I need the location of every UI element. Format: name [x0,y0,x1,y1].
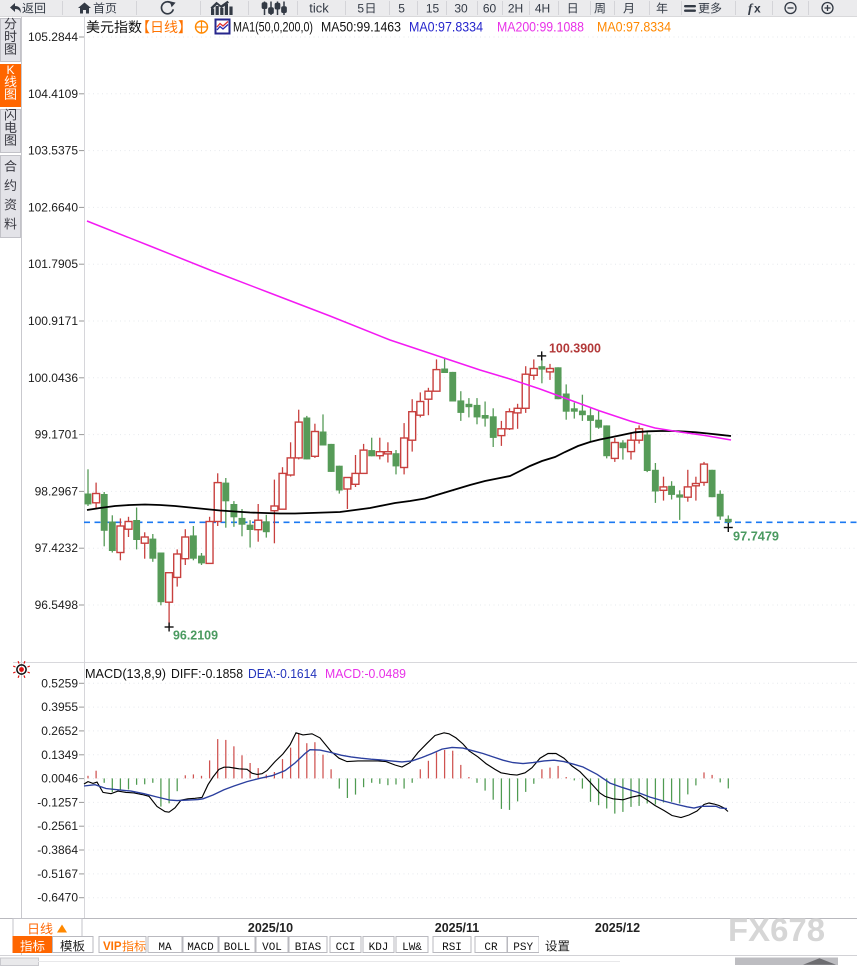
svg-text:4H: 4H [535,2,550,16]
svg-text:FX678: FX678 [728,912,825,948]
svg-text:x: x [754,2,761,16]
svg-text:101.7905: 101.7905 [28,257,78,271]
svg-text:VIP: VIP [103,941,122,953]
svg-text:BIAS: BIAS [295,942,322,954]
svg-text:MA0:97.8334: MA0:97.8334 [597,20,671,35]
svg-text:2H: 2H [508,2,523,16]
svg-text:99.1701: 99.1701 [35,428,79,442]
svg-text:MA1(50,0,200,0): MA1(50,0,200,0) [233,20,313,35]
svg-text:-0.1257: -0.1257 [37,795,78,809]
svg-text:60: 60 [483,2,497,16]
svg-text:0.5259: 0.5259 [41,676,78,690]
svg-text:KDJ: KDJ [369,942,389,954]
svg-text:96.5498: 96.5498 [35,598,79,612]
svg-text:15: 15 [426,2,440,16]
svg-text:-0.2561: -0.2561 [37,819,78,833]
svg-text:97.4232: 97.4232 [35,541,79,555]
svg-text:CR: CR [484,942,498,954]
svg-text:0.2652: 0.2652 [41,724,78,738]
svg-text:MA50:99.1463: MA50:99.1463 [321,20,401,35]
svg-text:BOLL: BOLL [224,942,250,954]
svg-text:DEA:-0.1614: DEA:-0.1614 [248,666,317,681]
svg-text:102.6640: 102.6640 [28,200,78,214]
svg-text:MACD(13,8,9): MACD(13,8,9) [85,666,166,681]
svg-text:96.2109: 96.2109 [173,629,218,643]
svg-text:2025/11: 2025/11 [435,921,480,935]
svg-text:CCI: CCI [336,942,356,954]
svg-text:-0.5167: -0.5167 [37,867,78,881]
svg-text:97.7479: 97.7479 [733,530,779,544]
svg-text:DIFF:-0.1858: DIFF:-0.1858 [171,666,243,681]
svg-text:PSY: PSY [513,942,533,954]
svg-text:VOL: VOL [262,942,282,954]
svg-text:5: 5 [357,2,364,16]
svg-text:100.3900: 100.3900 [549,342,601,356]
svg-text:98.2967: 98.2967 [35,484,79,498]
svg-text:MACD: MACD [187,942,214,954]
svg-text:-0.6470: -0.6470 [37,891,78,905]
svg-text:0.1349: 0.1349 [41,748,78,762]
svg-text:RSI: RSI [442,942,462,954]
svg-text:MA: MA [158,942,172,954]
svg-text:105.2844: 105.2844 [28,30,78,44]
svg-text:2025/12: 2025/12 [595,921,640,935]
svg-text:5: 5 [398,2,405,16]
svg-text:-0.3864: -0.3864 [37,843,78,857]
svg-text:f: f [748,1,754,16]
svg-text:30: 30 [454,2,468,16]
svg-text:103.5375: 103.5375 [28,144,78,158]
svg-text:LW&: LW& [402,942,422,954]
svg-text:100.0436: 100.0436 [28,371,78,385]
svg-text:MA200:99.1088: MA200:99.1088 [497,20,584,35]
svg-text:0.0046: 0.0046 [41,772,78,786]
svg-text:MACD:-0.0489: MACD:-0.0489 [325,666,406,681]
svg-text:0.3955: 0.3955 [41,700,78,714]
svg-text:2025/10: 2025/10 [248,921,293,935]
svg-text:K: K [6,63,14,77]
svg-text:tick: tick [309,1,329,16]
svg-text:104.4109: 104.4109 [28,87,78,101]
svg-text:MA0:97.8334: MA0:97.8334 [409,20,483,35]
svg-text:100.9171: 100.9171 [28,314,78,328]
